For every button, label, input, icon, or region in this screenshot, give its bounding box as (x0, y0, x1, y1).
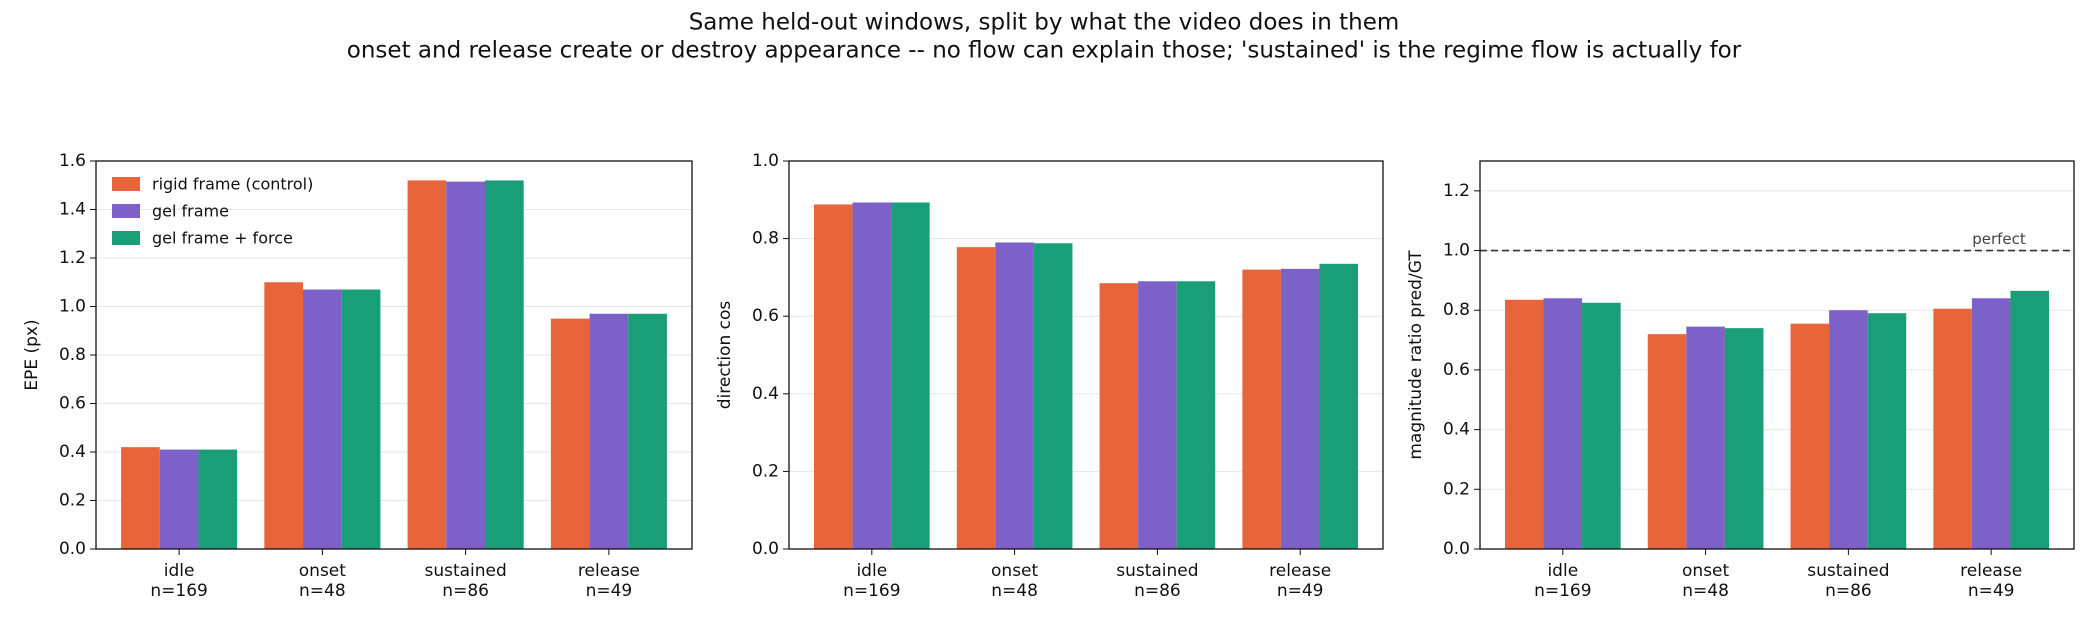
plot-frame (95, 160, 693, 550)
bar (1724, 328, 1764, 549)
plot-frame (788, 160, 1384, 550)
x-tick-label: n=86 (1825, 581, 1872, 601)
bar (1319, 263, 1359, 549)
y-tick-label: 1.6 (59, 151, 86, 171)
x-tick-label: onset (991, 561, 1038, 581)
reference-label: perfect (1972, 230, 2026, 248)
y-tick-label: 0.6 (59, 394, 86, 414)
legend-swatch (112, 204, 140, 218)
x-tick-label: idle (856, 561, 887, 581)
x-tick-label: n=49 (1968, 581, 2015, 601)
y-tick-label: 0.2 (1443, 479, 1470, 499)
bar (1933, 308, 1972, 549)
bar (407, 180, 447, 549)
y-tick-label: 1.0 (59, 297, 86, 317)
x-tick-label: onset (1682, 561, 1729, 581)
legend-swatch (112, 231, 140, 245)
bar (589, 313, 629, 549)
bar (1280, 268, 1320, 549)
bar (1176, 281, 1216, 549)
x-tick-label: n=169 (150, 581, 207, 601)
x-tick-label: n=49 (586, 581, 633, 601)
bar (1867, 313, 1907, 549)
bar (1647, 334, 1687, 549)
y-tick-label: 0.8 (59, 345, 86, 365)
bar (341, 289, 381, 549)
legend-label: gel frame + force (152, 229, 293, 248)
y-tick-label: 0.0 (1443, 539, 1470, 559)
bar (1099, 283, 1139, 549)
x-tick-label: release (578, 561, 640, 581)
y-tick-label: 0.4 (1443, 420, 1470, 440)
y-tick-label: 1.0 (1443, 241, 1470, 261)
bar (264, 282, 304, 549)
bar (813, 204, 853, 549)
y-tick-label: 0.0 (59, 539, 86, 559)
bar (1033, 243, 1073, 550)
x-tick-label: n=48 (1682, 581, 1729, 601)
y-tick-label: 0.4 (59, 442, 86, 462)
y-axis-label: magnitude ratio pred/GT (1406, 250, 1426, 460)
bar (1829, 310, 1868, 549)
x-tick-label: sustained (1807, 561, 1889, 581)
bar (2010, 290, 2050, 549)
y-axis-label: direction cos (715, 301, 735, 410)
y-tick-label: 0.4 (752, 384, 779, 404)
y-tick-label: 0.8 (752, 229, 779, 249)
y-tick-label: 1.4 (59, 200, 86, 220)
legend-label: gel frame (152, 202, 229, 221)
x-tick-label: release (1269, 561, 1331, 581)
y-axis-label: EPE (px) (22, 319, 42, 390)
bar (1138, 281, 1177, 549)
bar (956, 247, 996, 550)
bar (550, 318, 590, 549)
bar (121, 447, 160, 549)
x-tick-label: sustained (1116, 561, 1198, 581)
y-tick-label: 0.6 (752, 306, 779, 326)
bar (159, 449, 199, 549)
x-tick-label: n=48 (991, 581, 1038, 601)
x-tick-label: n=49 (1277, 581, 1324, 601)
y-tick-label: 0.2 (59, 491, 86, 511)
y-tick-label: 0.0 (752, 539, 779, 559)
bar (446, 181, 485, 550)
plot-frame (1479, 160, 2075, 550)
x-tick-label: idle (164, 561, 195, 581)
bar (1242, 269, 1281, 549)
x-tick-label: n=169 (1534, 581, 1591, 601)
figure-title: Same held-out windows, split by what the… (689, 10, 1400, 36)
x-tick-label: n=48 (299, 581, 346, 601)
y-tick-label: 1.2 (59, 248, 86, 268)
bar (303, 289, 342, 549)
y-tick-label: 0.6 (1443, 360, 1470, 380)
figure-subtitle: onset and release create or destroy appe… (347, 38, 1742, 64)
bar (852, 202, 892, 550)
bar (1504, 299, 1544, 549)
bar (484, 180, 524, 549)
bar (628, 313, 667, 549)
bar (1543, 298, 1583, 549)
x-tick-label: n=86 (1134, 581, 1181, 601)
x-tick-label: sustained (424, 561, 506, 581)
legend-label: rigid frame (control) (152, 175, 313, 194)
y-tick-label: 0.8 (1443, 300, 1470, 320)
bar (198, 449, 238, 549)
x-tick-label: onset (299, 561, 346, 581)
bar (1582, 302, 1621, 549)
x-tick-label: n=169 (843, 581, 900, 601)
x-tick-label: release (1960, 561, 2022, 581)
bar (1790, 323, 1830, 549)
x-tick-label: n=86 (442, 581, 489, 601)
bar (1686, 326, 1725, 549)
bar (1971, 298, 2011, 549)
y-tick-label: 1.0 (752, 151, 779, 171)
bar (891, 202, 930, 550)
y-tick-label: 1.2 (1443, 181, 1470, 201)
bar (995, 242, 1034, 550)
legend-swatch (112, 177, 140, 191)
y-tick-label: 0.2 (752, 461, 779, 481)
x-tick-label: idle (1547, 561, 1578, 581)
